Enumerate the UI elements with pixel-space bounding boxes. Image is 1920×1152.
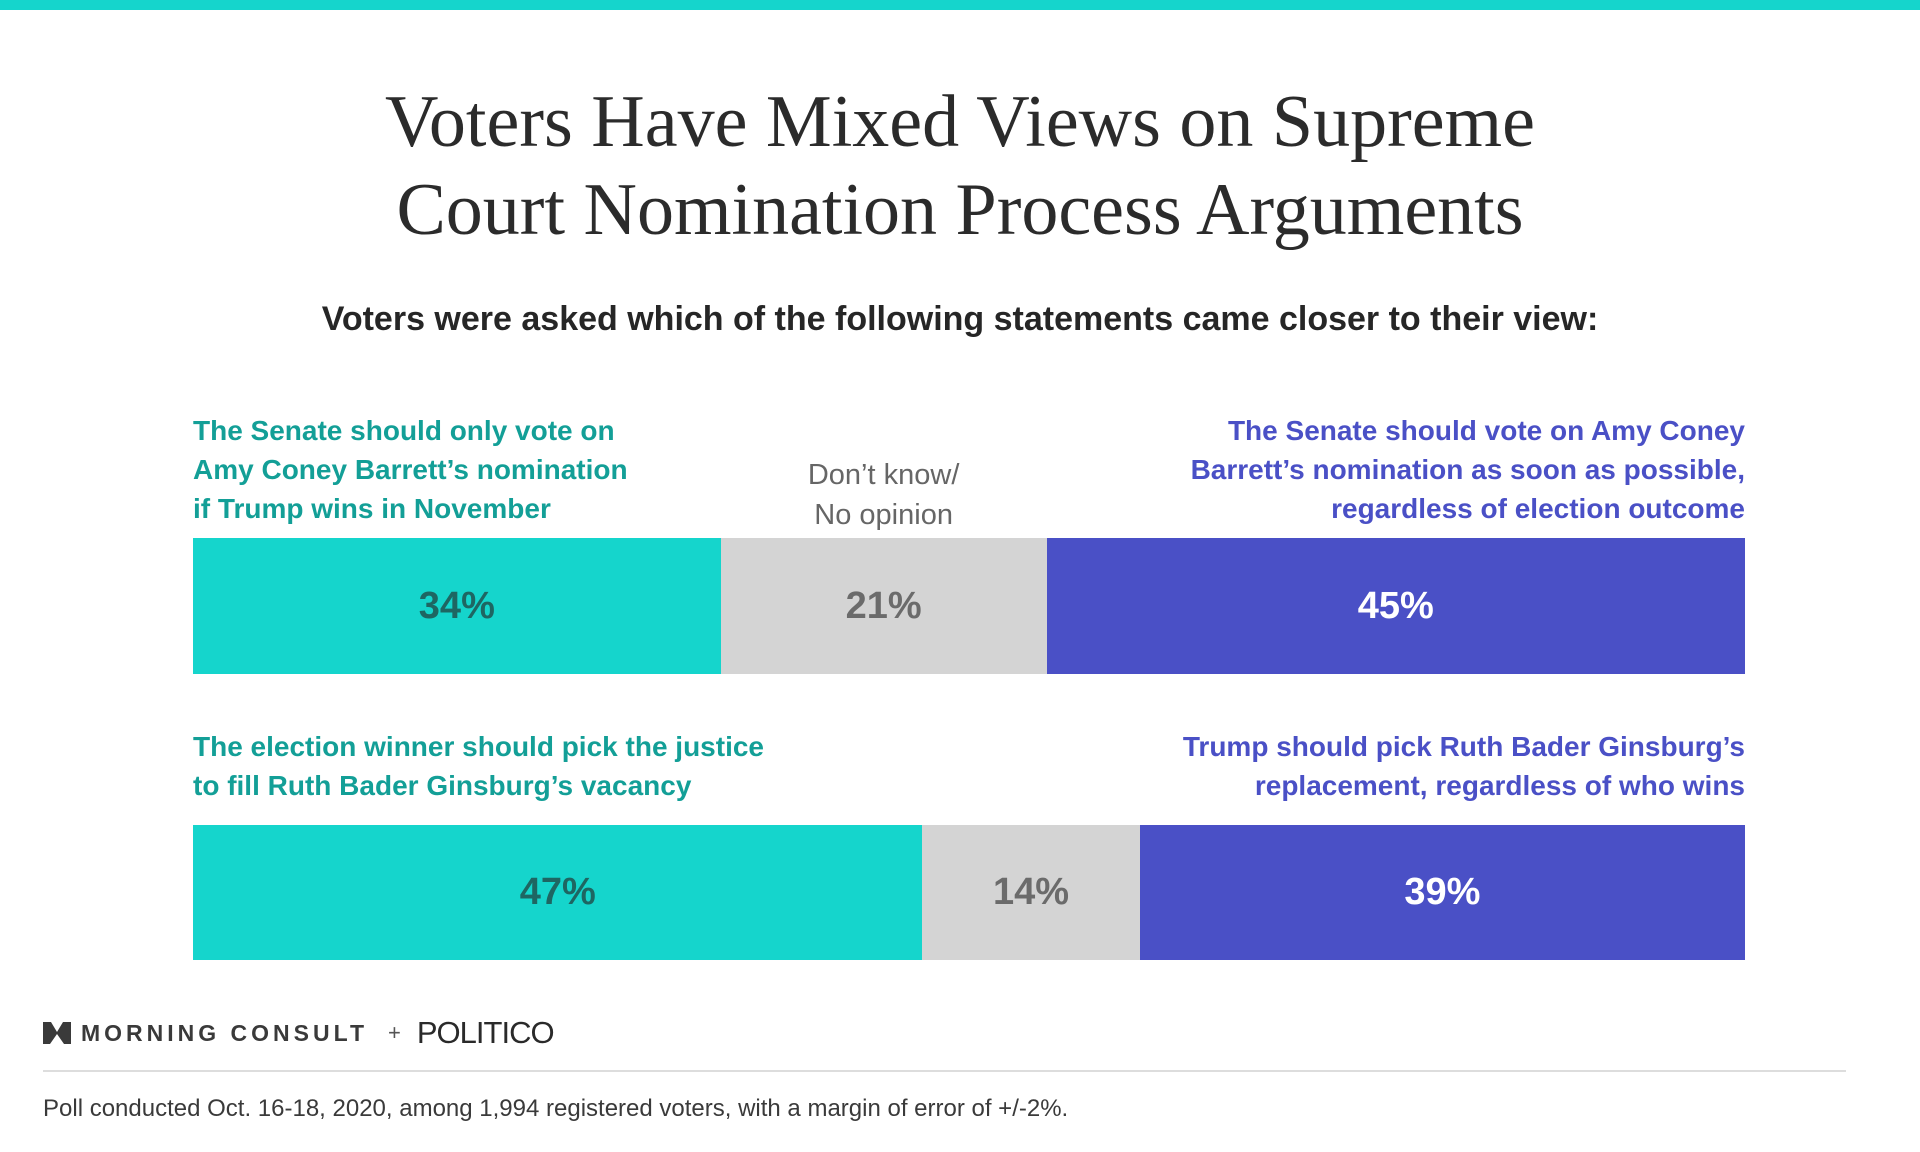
row-1-dont-know-segment: 21% xyxy=(720,538,1047,674)
row-2-left-statement: The election winner should pick the just… xyxy=(193,727,764,805)
row-2-oppose-segment: 39% xyxy=(1139,825,1745,960)
top-accent-bar xyxy=(0,0,1920,10)
row-1-oppose-segment: 45% xyxy=(1046,538,1745,674)
row-2-left-statement-line-2: to fill Ruth Bader Ginsburg’s vacancy xyxy=(193,770,692,801)
row-1-support-segment: 34% xyxy=(193,538,721,674)
row-1-left-statement-line-1: The Senate should only vote on xyxy=(193,415,615,446)
row-2-support-segment-value: 47% xyxy=(519,871,596,913)
footer-logos: MORNING CONSULT + POLITICO xyxy=(43,1013,555,1053)
row-2-dont-know-segment-value: 14% xyxy=(993,871,1070,913)
chart-title: Voters Have Mixed Views on Supreme Court… xyxy=(0,78,1920,254)
chart-title-line-2: Court Nomination Process Arguments xyxy=(396,169,1524,251)
politico-wordmark: POLITICO xyxy=(416,1015,555,1050)
row-2-right-statement-line-2: replacement, regardless of who wins xyxy=(1254,770,1745,801)
chart-title-line-1: Voters Have Mixed Views on Supreme xyxy=(385,81,1535,163)
footer-note: Poll conducted Oct. 16-18, 2020, among 1… xyxy=(43,1095,1069,1122)
row-1-right-statement-line-3: regardless of election outcome xyxy=(1331,493,1745,524)
row-1-dont-know-segment-value: 21% xyxy=(845,584,922,627)
row-2-support-segment: 47% xyxy=(193,825,923,960)
row-1-left-statement: The Senate should only vote on Amy Coney … xyxy=(193,411,628,528)
row-1-left-statement-line-2: Amy Coney Barrett’s nomination xyxy=(193,454,628,485)
row-1-right-statement-line-1: The Senate should vote on Amy Coney xyxy=(1227,415,1745,446)
row-2-right-statement: Trump should pick Ruth Bader Ginsburg’s r… xyxy=(1183,727,1745,805)
row-2-left-statement-line-1: The election winner should pick the just… xyxy=(193,731,764,762)
row-1-oppose-segment-value: 45% xyxy=(1357,584,1434,627)
row-1-middle-statement-line-1: Don’t know/ xyxy=(807,459,960,491)
row-1-support-segment-value: 34% xyxy=(418,584,495,627)
row-1-middle-statement-line-2: No opinion xyxy=(814,499,953,531)
morning-consult-m-icon xyxy=(43,1022,71,1044)
plus-sign: + xyxy=(388,1020,401,1045)
row-1-left-statement-line-3: if Trump wins in November xyxy=(193,493,551,524)
footer-divider xyxy=(43,1070,1846,1072)
row-2-right-statement-line-1: Trump should pick Ruth Bader Ginsburg’s xyxy=(1182,731,1745,762)
row-2-oppose-segment-value: 39% xyxy=(1404,871,1481,913)
row-1-right-statement-line-2: Barrett’s nomination as soon as possible… xyxy=(1190,454,1745,485)
row-1-middle-statement: Don’t know/No opinion xyxy=(681,455,1087,535)
morning-consult-wordmark: MORNING CONSULT xyxy=(81,1019,369,1046)
row-2-dont-know-segment: 14% xyxy=(922,825,1140,960)
chart-subtitle: Voters were asked which of the following… xyxy=(321,300,1599,338)
row-1-right-statement: The Senate should vote on Amy Coney Barre… xyxy=(1191,411,1745,528)
